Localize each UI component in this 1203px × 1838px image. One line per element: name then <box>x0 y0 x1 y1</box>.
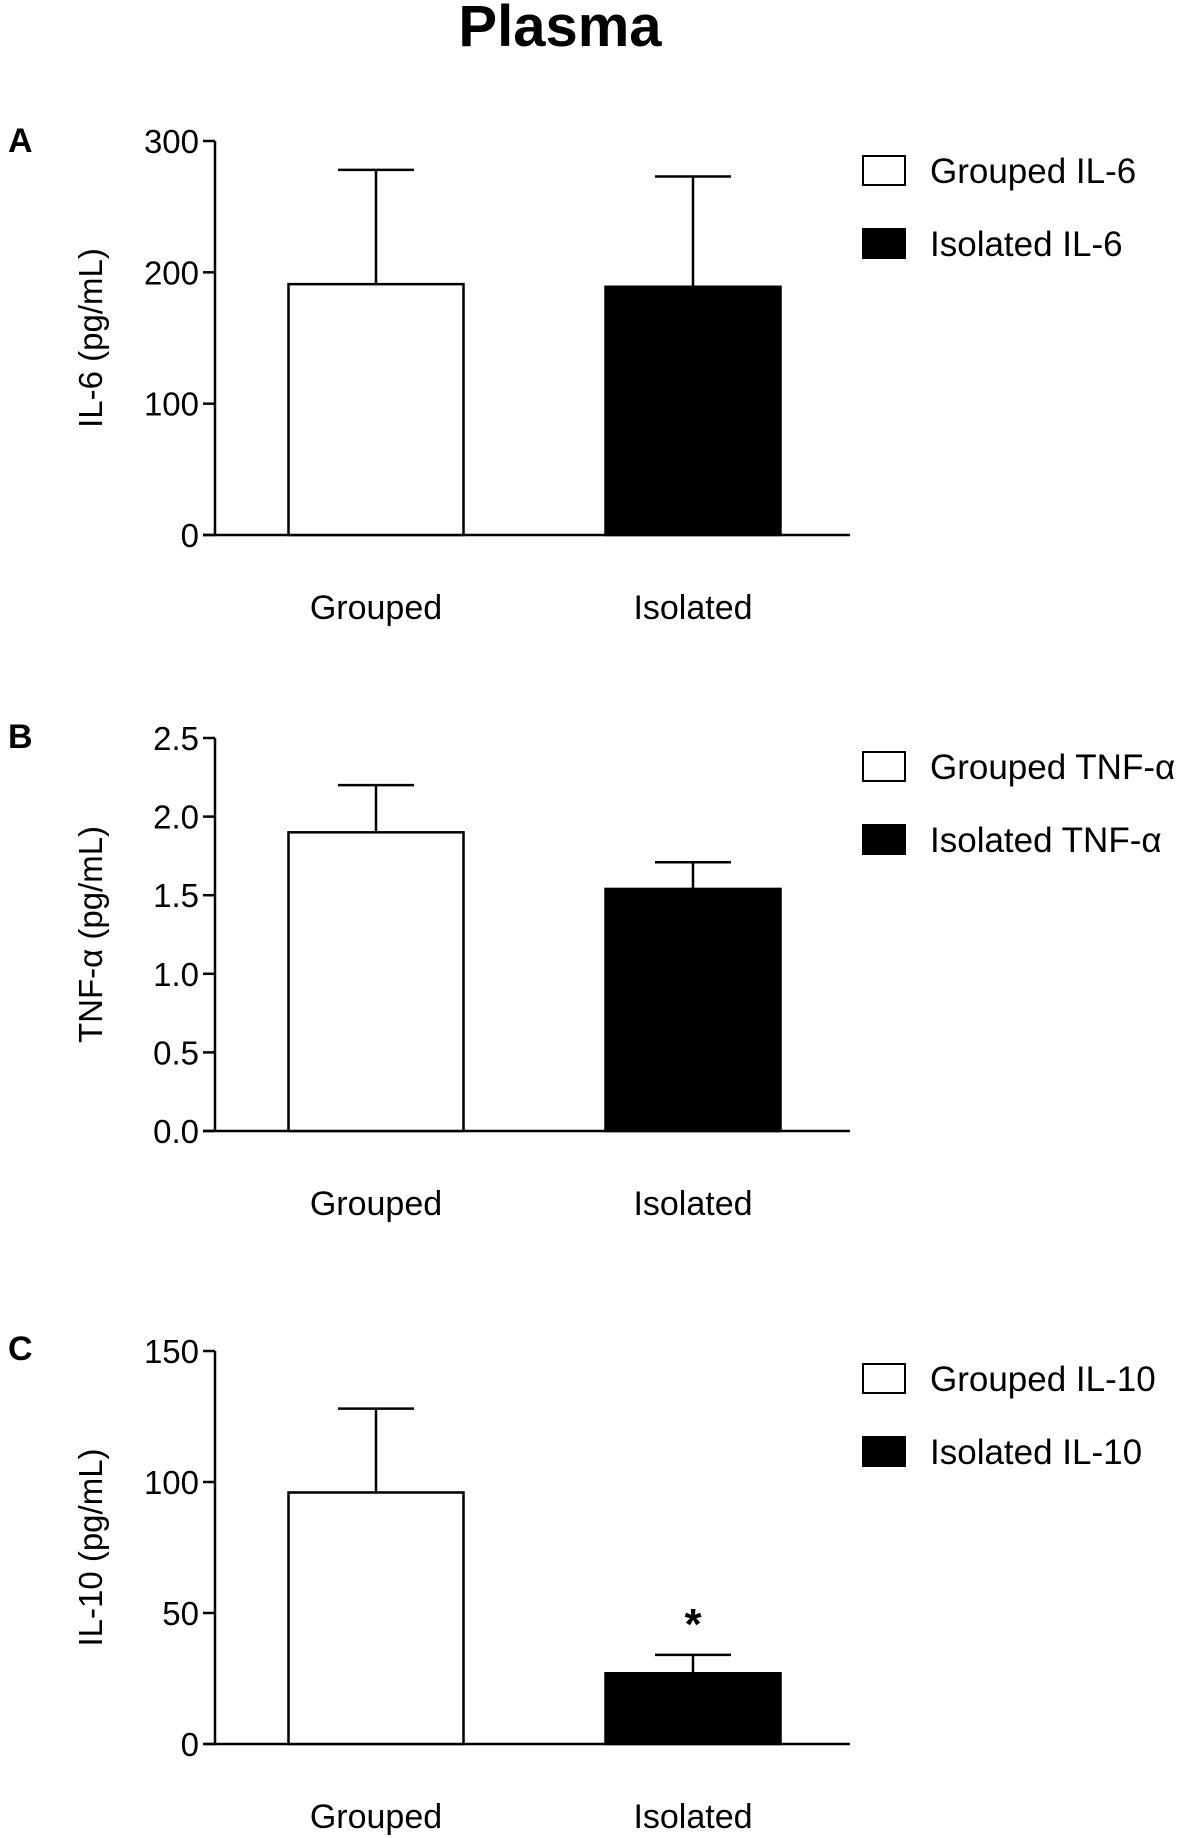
y-tick-label: 1.0 <box>153 956 199 993</box>
y-tick-label: 1.5 <box>153 877 199 914</box>
y-tick-label: 2.5 <box>153 720 199 757</box>
y-tick-label: 200 <box>144 254 199 291</box>
x-tick-label: Grouped <box>310 589 442 627</box>
y-tick-label: 0 <box>181 517 199 554</box>
legend-label: Isolated IL-10 <box>930 1433 1142 1472</box>
figure-title: Plasma <box>458 0 662 59</box>
x-tick-label: Isolated <box>633 589 752 627</box>
panel-a: A IL-6 (pg/mL) 0 100 200 300 Grouped Isolated Gr… <box>8 122 1136 627</box>
x-tick-label: Grouped <box>310 1798 442 1836</box>
bar-grouped <box>287 831 465 1133</box>
legend-swatch <box>862 1436 906 1467</box>
y-tick-label: 0.5 <box>153 1034 199 1071</box>
y-tick-label: 50 <box>162 1595 199 1632</box>
significance-marker: * <box>684 1600 702 1649</box>
bar-isolated <box>604 1672 782 1746</box>
y-tick-label: 100 <box>144 386 199 423</box>
panel-letter: C <box>8 1330 33 1368</box>
y-axis-label: TNF-α (pg/mL) <box>72 826 109 1043</box>
y-axis-label: IL-10 (pg/mL) <box>72 1448 109 1646</box>
panel-letter: B <box>8 718 33 756</box>
y-tick-label: 0 <box>181 1726 199 1763</box>
panel-b: B TNF-α (pg/mL) 0.0 0.5 1.0 1.5 2.0 2.5 Grouped I… <box>8 718 1175 1223</box>
y-axis-label: IL-6 (pg/mL) <box>72 248 109 428</box>
x-tick-label: Isolated <box>633 1185 752 1223</box>
bar-grouped <box>287 1491 465 1746</box>
bar-grouped <box>287 282 465 537</box>
legend-swatch <box>862 824 906 855</box>
legend-swatch <box>862 155 906 186</box>
legend-label: Isolated TNF-α <box>930 821 1162 860</box>
y-tick-label: 0.0 <box>153 1113 199 1150</box>
bar-isolated <box>604 285 782 537</box>
panel-letter: A <box>8 122 33 160</box>
y-tick-label: 2.0 <box>153 799 199 836</box>
legend-label: Grouped IL-6 <box>930 152 1136 191</box>
panel-c: C IL-10 (pg/mL) 0 50 100 150 Grouped Isolated * G… <box>8 1330 1156 1836</box>
x-tick-label: Grouped <box>310 1185 442 1223</box>
panels: A IL-6 (pg/mL) 0 100 200 300 Grouped Isolated Gr… <box>8 122 1175 1836</box>
legend-swatch <box>862 1363 906 1394</box>
bar-isolated <box>604 887 782 1133</box>
legend-swatch <box>862 228 906 259</box>
y-tick-label: 150 <box>144 1333 199 1370</box>
x-tick-label: Isolated <box>633 1798 752 1836</box>
legend-label: Isolated IL-6 <box>930 225 1123 264</box>
legend-label: Grouped IL-10 <box>930 1360 1156 1399</box>
legend-swatch <box>862 751 906 782</box>
y-tick-label: 100 <box>144 1464 199 1501</box>
legend-label: Grouped TNF-α <box>930 748 1175 787</box>
y-tick-label: 300 <box>144 123 199 160</box>
